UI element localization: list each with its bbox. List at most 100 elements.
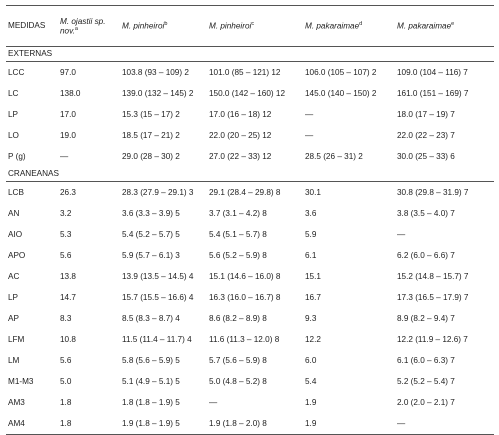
measure-value: 18.0 (17 – 19) 7 [397, 109, 455, 119]
table-row: AP 8.3 8.5 (8.3 – 8.7) 4 8.6 (8.2 – 8.9) 8 9… [6, 308, 494, 329]
measure-value: 6.0 [305, 355, 317, 365]
measure-value: 28.3 (27.9 – 29.1) 3 [122, 187, 194, 197]
measure-label: LC [8, 88, 19, 98]
header-m-ojastii-sup: a [74, 25, 78, 32]
measurements-table: MEDIDAS M. ojastii sp. nov.a M. pinheiro… [6, 5, 494, 435]
measure-value: 12.2 (11.9 – 12.6) 7 [397, 334, 468, 344]
measure-value: 22.0 (20 – 25) 12 [209, 130, 272, 140]
measure-label: AC [8, 271, 20, 281]
measure-value: 5.9 (5.7 – 6.1) 3 [122, 250, 180, 260]
section-label-craneanas: CRANEANAS [6, 167, 494, 182]
measure-value: 28.5 (26 – 31) 2 [305, 151, 363, 161]
measure-value: 3.6 (3.3 – 3.9) 5 [122, 208, 180, 218]
measure-label: LM [8, 355, 20, 365]
measure-value: 8.3 [60, 313, 72, 323]
measure-value: 139.0 (132 – 145) 2 [122, 88, 194, 98]
measure-label: AP [8, 313, 19, 323]
table-row: LC 138.0 139.0 (132 – 145) 2 150.0 (142 – 1… [6, 83, 494, 104]
measure-value: 30.8 (29.8 – 31.9) 7 [397, 187, 469, 197]
measure-value: 15.7 (15.5 – 16.6) 4 [122, 292, 194, 302]
measure-value: 16.7 [305, 292, 321, 302]
table-row: LCC 97.0 103.8 (93 – 109) 2 101.0 (85 – 121… [6, 62, 494, 84]
table-row: AN 3.2 3.6 (3.3 – 3.9) 5 3.7 (3.1 – 4.2) 8 3… [6, 203, 494, 224]
measure-value: 13.9 (13.5 – 14.5) 4 [122, 271, 194, 281]
measure-value: 9.3 [305, 313, 317, 323]
measure-value: 106.0 (105 – 107) 2 [305, 67, 377, 77]
measure-value: 11.5 (11.4 – 11.7) 4 [122, 334, 192, 344]
table-body: EXTERNAS LCC 97.0 103.8 (93 – 109) 2 101.0 … [6, 46, 494, 435]
measurements-table-page: MEDIDAS M. ojastii sp. nov.a M. pinheiro… [6, 5, 494, 435]
measure-value: 15.1 [305, 271, 321, 281]
measure-value: 8.6 (8.2 – 8.9) 8 [209, 313, 267, 323]
table-header-row: MEDIDAS M. ojastii sp. nov.a M. pinheiro… [6, 5, 494, 47]
measure-label: LFM [8, 334, 25, 344]
table-row: LCB 26.3 28.3 (27.9 – 29.1) 3 29.1 (28.4 – … [6, 182, 494, 204]
measure-label: LP [8, 109, 19, 119]
measure-value: 30.0 (25 – 33) 6 [397, 151, 455, 161]
measure-value: 22.0 (22 – 23) 7 [397, 130, 455, 140]
measure-value: 5.1 (4.9 – 5.1) 5 [122, 376, 180, 386]
measure-value: 8.5 (8.3 – 8.7) 4 [122, 313, 180, 323]
measure-value: 3.6 [305, 208, 317, 218]
measure-label: LCC [8, 67, 25, 77]
measure-value: 5.6 [60, 250, 72, 260]
header-m-pakaraimae-e-sup: e [451, 21, 455, 28]
measure-value: 8.9 (8.2 – 9.4) 7 [397, 313, 455, 323]
measure-value: 3.7 (3.1 – 4.2) 8 [209, 208, 267, 218]
section-label-externas: EXTERNAS [6, 46, 494, 62]
measure-value: 16.3 (16.0 – 16.7) 8 [209, 292, 281, 302]
measure-value: 13.8 [60, 271, 76, 281]
measure-value: 14.7 [60, 292, 76, 302]
table-row: P (g) — 29.0 (28 – 30) 2 27.0 (22 – 33) 12 2… [6, 146, 494, 167]
measure-label: LP [8, 292, 19, 302]
table-row: M1-M3 5.0 5.1 (4.9 – 5.1) 5 5.0 (4.8 – 5.2)… [6, 371, 494, 392]
measure-value: 145.0 (140 – 150) 2 [305, 88, 377, 98]
header-m-pakaraimae-e: M. pakaraimaee [395, 5, 494, 47]
measure-value: 161.0 (151 – 169) 7 [397, 88, 469, 98]
measure-label: LO [8, 130, 19, 140]
measure-value: 17.0 [60, 109, 76, 119]
header-m-ojastii-species: M. ojastii sp. nov. [60, 16, 106, 36]
header-medidas: MEDIDAS [6, 5, 58, 47]
measure-value: 5.4 (5.1 – 5.7) 8 [209, 229, 267, 239]
measure-value: 1.9 [305, 397, 317, 407]
measure-value: 101.0 (85 – 121) 12 [209, 67, 281, 77]
measure-value: 6.1 [305, 250, 317, 260]
measure-value: 138.0 [60, 88, 81, 98]
measure-label: APO [8, 250, 26, 260]
measure-value: 30.1 [305, 187, 321, 197]
measure-value: 29.0 (28 – 30) 2 [122, 151, 180, 161]
table-row: LP 14.7 15.7 (15.5 – 16.6) 4 16.3 (16.0 – 1… [6, 287, 494, 308]
table-row: LP 17.0 15.3 (15 – 17) 2 17.0 (16 – 18) 12 —… [6, 104, 494, 125]
measure-value: — [305, 109, 314, 119]
measure-value: 18.5 (17 – 21) 2 [122, 130, 180, 140]
measure-value: 103.8 (93 – 109) 2 [122, 67, 189, 77]
measure-value: 15.1 (14.6 – 16.0) 8 [209, 271, 281, 281]
table-row: APO 5.6 5.9 (5.7 – 6.1) 3 5.6 (5.2 – 5.9) 8… [6, 245, 494, 266]
measure-value: 29.1 (28.4 – 29.8) 8 [209, 187, 281, 197]
measure-value: 15.3 (15 – 17) 2 [122, 109, 180, 119]
measure-value: 6.1 (6.0 – 6.3) 7 [397, 355, 455, 365]
section-row-craneanas: CRANEANAS [6, 167, 494, 182]
measure-value: 17.0 (16 – 18) 12 [209, 109, 272, 119]
measure-value: 5.6 (5.2 – 5.9) 8 [209, 250, 267, 260]
measure-value: — [397, 229, 406, 239]
measure-value: 2.0 (2.0 – 2.1) 7 [397, 397, 455, 407]
measure-value: 15.2 (14.8 – 15.7) 7 [397, 271, 469, 281]
header-m-pakaraimae-d-species: M. pakaraimae [305, 21, 360, 31]
measure-value: 3.8 (3.5 – 4.0) 7 [397, 208, 455, 218]
measure-value: 27.0 (22 – 33) 12 [209, 151, 272, 161]
measure-value: 5.6 [60, 355, 72, 365]
measure-value: 19.0 [60, 130, 76, 140]
measure-value: 150.0 (142 – 160) 12 [209, 88, 286, 98]
measure-value: 5.4 (5.2 – 5.7) 5 [122, 229, 180, 239]
table-row: AC 13.8 13.9 (13.5 – 14.5) 4 15.1 (14.6 – 1… [6, 266, 494, 287]
header-m-pakaraimae-e-species: M. pakaraimae [397, 21, 452, 31]
measure-value: 26.3 [60, 187, 76, 197]
table-row: AM3 1.8 1.8 (1.8 – 1.9) 5 — 1.9 2.0 (2.0 – 2.… [6, 392, 494, 413]
header-m-pinheiroi-c: M. pinheiroic [207, 5, 303, 47]
measure-value: 17.3 (16.5 – 17.9) 7 [397, 292, 469, 302]
header-m-pinheiroi-b-species: M. pinheiroi [122, 21, 165, 31]
measure-value: 11.6 (11.3 – 12.0) 8 [209, 334, 280, 344]
section-row-externas: EXTERNAS [6, 46, 494, 62]
